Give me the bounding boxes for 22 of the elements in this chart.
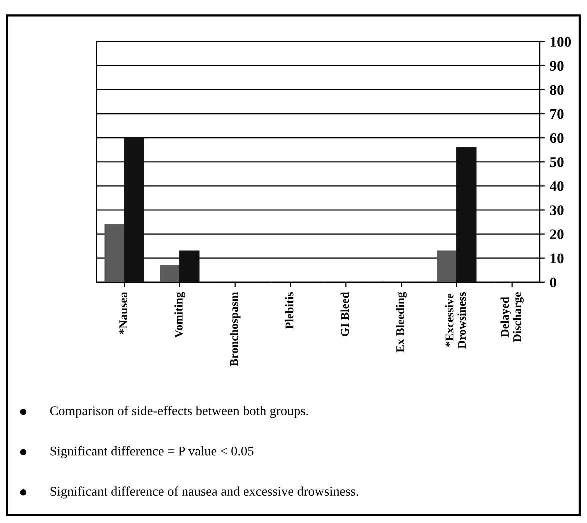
x-tick-label: *Excessive Drowsiness [445, 292, 466, 349]
y-tick-label: 90 [550, 61, 564, 72]
text: Significant difference = P value < 0.05 [50, 446, 254, 458]
x-tick-label: Vomiting [174, 292, 186, 338]
y-tick-label: 30 [550, 206, 564, 216]
x-tick-label: *Nausea [120, 292, 128, 334]
x-tick-label: Delayed Discharge [500, 292, 524, 342]
y-tick-label: 50 [550, 157, 564, 168]
x-tick-label: Plebitis [285, 292, 294, 330]
y-tick-label: 40 [550, 182, 564, 192]
y-tick-label: 0 [550, 278, 556, 288]
y-tick-label: 20 [550, 230, 564, 240]
text: Significant difference of nausea and excessive drowsiness. [50, 486, 358, 499]
y-tick-label: 10 [550, 254, 564, 264]
y-tick-label: 100 [550, 37, 572, 48]
y-tick-label: 70 [550, 109, 564, 120]
y-tick-label: 60 [550, 133, 564, 144]
text: Comparison of side-effects between both groups. [50, 406, 308, 418]
x-tick-label: Bronchospasm [230, 292, 241, 367]
x-tick-label: GI Bleed [340, 292, 350, 336]
x-tick-label: Ex Bleeding [396, 292, 407, 353]
y-tick-label: 80 [550, 85, 564, 96]
